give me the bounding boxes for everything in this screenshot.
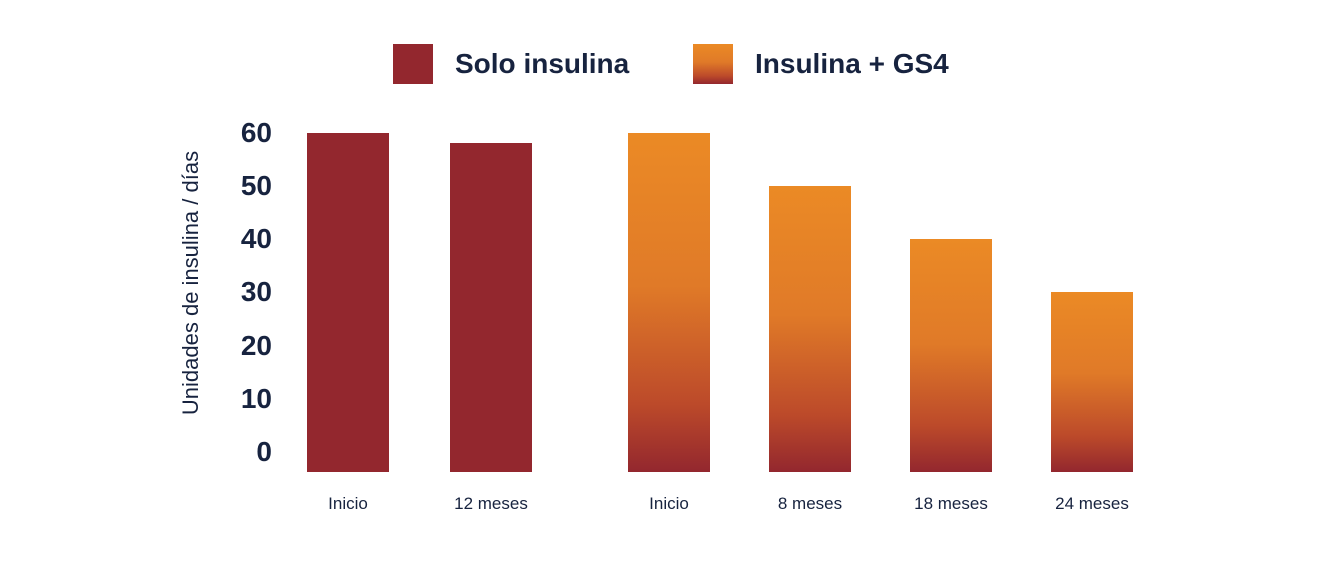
x-axis-label: 12 meses [454, 494, 528, 513]
legend-item-solo-insulina: Solo insulina [393, 44, 629, 84]
bar-solo-insulina-inicio [307, 132, 389, 472]
y-tick-label-0: 0 [256, 436, 272, 467]
legend-label-insulina-gs4: Insulina + GS4 [755, 48, 949, 79]
x-axis-label: 24 meses [1055, 494, 1129, 513]
y-tick-label-10: 10 [240, 382, 272, 414]
bar-insulina-gs4-18-meses [910, 239, 992, 472]
x-axis-label: Inicio [328, 494, 368, 513]
x-axis-label: Inicio [649, 494, 689, 513]
y-tick-label-50: 50 [240, 170, 272, 201]
y-tick-label-20: 20 [240, 329, 272, 361]
x-axis-label: 18 meses [914, 494, 988, 513]
legend-item-insulina-gs4: Insulina + GS4 [693, 44, 949, 84]
bar-solo-insulina-12-meses [450, 143, 532, 472]
legend-label-solo-insulina: Solo insulina [455, 48, 630, 79]
legend-swatch-insulina-gs4 [693, 44, 733, 84]
legend-swatch-solo-insulina [393, 44, 433, 84]
y-tick-label-60: 60 [240, 116, 272, 148]
bar-insulina-gs4-24-meses [1051, 292, 1133, 472]
y-tick-label-40: 40 [240, 223, 272, 255]
y-tick-label-30: 30 [240, 276, 272, 308]
x-axis-label: 8 meses [777, 494, 843, 513]
bar-insulina-gs4-8-meses [769, 186, 851, 472]
bar-insulina-gs4-inicio [628, 132, 710, 472]
